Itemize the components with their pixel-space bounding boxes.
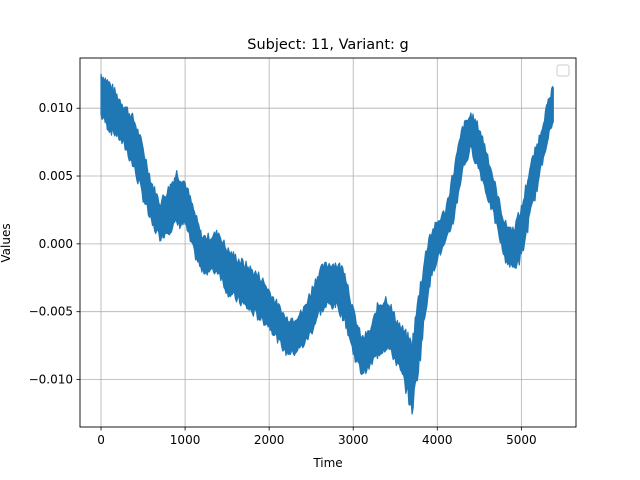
series-layer	[100, 73, 554, 415]
x-axis-label: Time	[312, 456, 342, 470]
x-tick-label: 4000	[422, 433, 453, 447]
series-line	[100, 73, 554, 415]
y-tick-label: 0.000	[39, 237, 73, 251]
chart-title: Subject: 11, Variant: g	[247, 37, 409, 53]
y-tick-label: 0.005	[39, 169, 73, 183]
y-tick-label: −0.005	[29, 305, 73, 319]
y-axis-ticks: −0.010 −0.005 0.000 0.005 0.010	[29, 101, 80, 387]
x-tick-label: 0	[97, 433, 105, 447]
x-tick-label: 5000	[506, 433, 537, 447]
x-tick-label: 2000	[254, 433, 285, 447]
y-tick-label: −0.010	[29, 373, 73, 387]
y-tick-label: 0.010	[39, 101, 73, 115]
plot-area-frame	[79, 57, 577, 428]
y-axis-label: Values	[0, 223, 13, 262]
legend-box	[556, 64, 570, 77]
x-tick-label: 1000	[170, 433, 201, 447]
x-axis-ticks: 0 1000 2000 3000 4000 5000	[97, 427, 537, 447]
x-tick-label: 3000	[338, 433, 369, 447]
